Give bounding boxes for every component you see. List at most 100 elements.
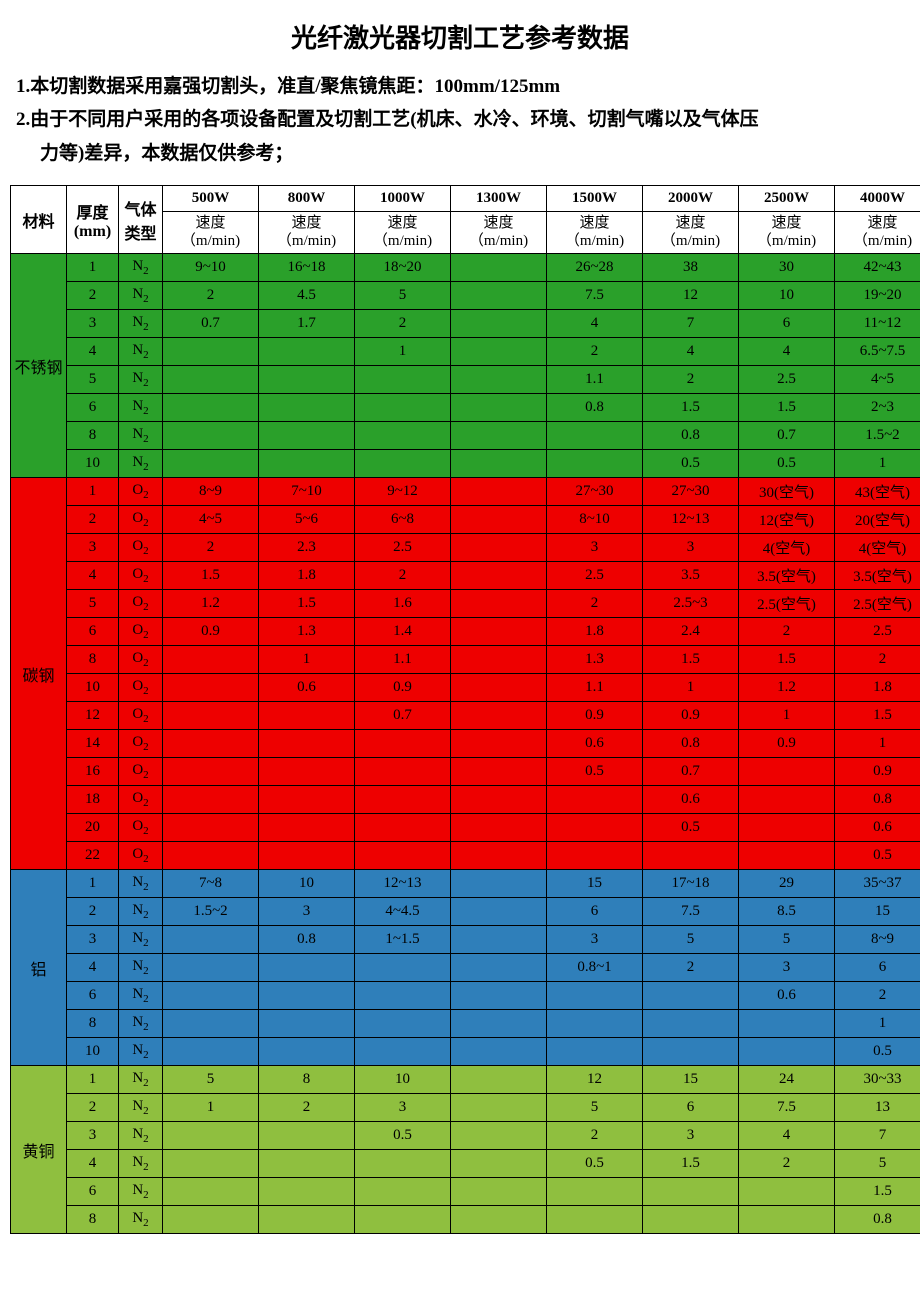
value-cell [163,926,259,954]
hdr-speed-7: 速度（m/min) [835,212,920,254]
value-cell [451,702,547,730]
value-cell [163,674,259,702]
gas-cell: N2 [119,394,163,422]
thickness-cell: 1 [67,254,119,282]
value-cell [451,254,547,282]
thickness-cell: 4 [67,954,119,982]
table-row: 碳钢1O28~97~109~1227~3027~3030(空气)43(空气) [11,478,920,506]
value-cell: 6 [643,1094,739,1122]
gas-cell: N2 [119,282,163,310]
value-cell: 1 [355,338,451,366]
value-cell: 2.5(空气) [835,590,920,618]
value-cell: 2 [643,954,739,982]
value-cell: 24 [739,1066,835,1094]
gas-cell: N2 [119,1206,163,1234]
value-cell: 15 [835,898,920,926]
table-row: 2N224.557.5121019~20 [11,282,920,310]
value-cell: 4~5 [163,506,259,534]
table-row: 铝1N27~81012~131517~182935~37 [11,870,920,898]
value-cell [163,758,259,786]
value-cell [547,1010,643,1038]
value-cell [355,1206,451,1234]
value-cell [451,478,547,506]
gas-cell: N2 [119,898,163,926]
value-cell: 1.5~2 [163,898,259,926]
value-cell: 1.7 [259,310,355,338]
value-cell: 0.8 [259,926,355,954]
value-cell: 0.5 [547,758,643,786]
value-cell: 0.5 [835,842,920,870]
value-cell [451,422,547,450]
thickness-cell: 8 [67,1206,119,1234]
value-cell: 0.7 [355,702,451,730]
value-cell: 2 [547,590,643,618]
value-cell: 0.9 [643,702,739,730]
value-cell: 9~10 [163,254,259,282]
value-cell: 1.2 [163,590,259,618]
value-cell: 0.6 [739,982,835,1010]
value-cell: 1.5 [739,646,835,674]
value-cell [451,1010,547,1038]
value-cell [259,1122,355,1150]
value-cell: 10 [355,1066,451,1094]
value-cell: 35~37 [835,870,920,898]
value-cell: 4 [739,338,835,366]
hdr-power-0: 500W [163,186,259,212]
gas-cell: N2 [119,1066,163,1094]
table-row: 4N20.51.525 [11,1150,920,1178]
gas-cell: N2 [119,254,163,282]
value-cell [163,1178,259,1206]
hdr-power-2: 1000W [355,186,451,212]
value-cell [451,562,547,590]
value-cell: 2 [547,338,643,366]
value-cell: 6 [739,310,835,338]
table-row: 6N20.62 [11,982,920,1010]
gas-cell: O2 [119,842,163,870]
gas-cell: N2 [119,1122,163,1150]
thickness-cell: 2 [67,1094,119,1122]
thickness-cell: 14 [67,730,119,758]
value-cell: 3 [643,1122,739,1150]
value-cell: 2 [547,1122,643,1150]
table-row: 8O211.11.31.51.52 [11,646,920,674]
value-cell [643,842,739,870]
value-cell: 2.5 [355,534,451,562]
value-cell [163,814,259,842]
gas-cell: O2 [119,786,163,814]
value-cell: 4.5 [259,282,355,310]
value-cell [259,1038,355,1066]
value-cell: 0.8~1 [547,954,643,982]
value-cell [451,646,547,674]
value-cell: 0.6 [259,674,355,702]
value-cell: 9~12 [355,478,451,506]
value-cell: 3 [259,898,355,926]
gas-cell: N2 [119,1150,163,1178]
gas-cell: N2 [119,954,163,982]
value-cell [451,982,547,1010]
value-cell: 2 [739,618,835,646]
thickness-cell: 22 [67,842,119,870]
value-cell: 5 [835,1150,920,1178]
value-cell [451,954,547,982]
value-cell: 1.5 [835,702,920,730]
value-cell: 0.5 [643,814,739,842]
value-cell: 3 [739,954,835,982]
gas-cell: O2 [119,562,163,590]
table-row: 黄铜1N2581012152430~33 [11,1066,920,1094]
value-cell: 1.5 [259,590,355,618]
value-cell: 12~13 [355,870,451,898]
thickness-cell: 1 [67,1066,119,1094]
value-cell: 0.7 [163,310,259,338]
value-cell [547,786,643,814]
thickness-cell: 5 [67,590,119,618]
value-cell: 7~10 [259,478,355,506]
value-cell: 42~43 [835,254,920,282]
value-cell: 1 [643,674,739,702]
hdr-speed-5: 速度（m/min) [643,212,739,254]
value-cell: 5 [739,926,835,954]
material-cell: 黄铜 [11,1066,67,1234]
value-cell: 3.5(空气) [835,562,920,590]
thickness-cell: 18 [67,786,119,814]
hdr-gas: 气体类型 [119,186,163,254]
thickness-cell: 10 [67,674,119,702]
